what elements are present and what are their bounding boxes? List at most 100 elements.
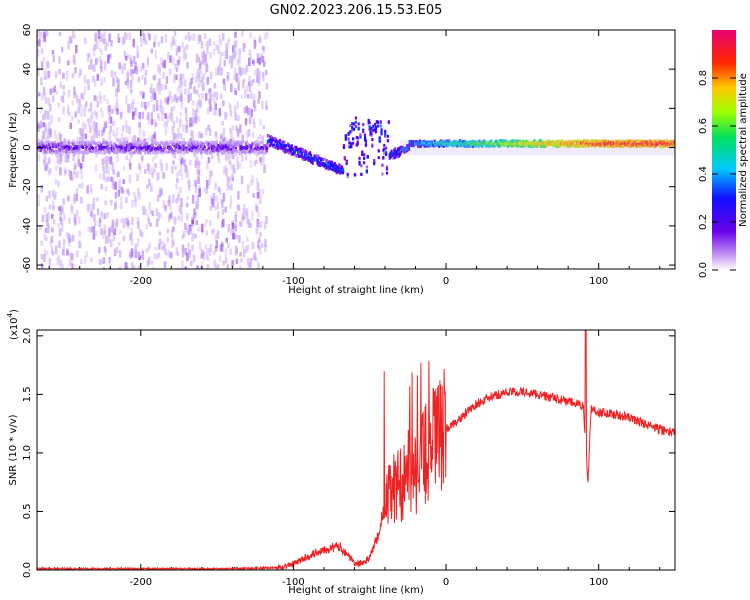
spectrogram-halo-cell	[462, 139, 465, 156]
spectrogram-noise-cell	[40, 61, 44, 70]
spectrogram-noise-cell	[210, 171, 213, 177]
spectrogram-halo-cell	[466, 139, 469, 156]
spectrogram-line-cell	[358, 162, 361, 166]
spectrogram-noise-cell	[197, 160, 200, 169]
spectrogram-line-cell	[365, 169, 368, 173]
spectrogram-noise-cell	[103, 213, 106, 220]
spectrogram-halo-cell	[544, 139, 547, 156]
spectrogram-line-cell	[269, 137, 272, 141]
spectrogram-line-cell	[323, 157, 326, 161]
spectrogram-line-cell	[182, 144, 185, 148]
spectrogram-noise-cell	[118, 250, 122, 258]
spectrogram-noise-cell	[223, 60, 226, 67]
spectrogram-line-cell	[50, 151, 53, 155]
spectrogram-noise-cell	[258, 91, 261, 99]
spectrogram-line-cell	[424, 144, 427, 148]
spectrogram-noise-cell	[102, 257, 106, 264]
spectrogram-line-cell	[316, 158, 319, 162]
spectrogram-noise-cell	[128, 125, 131, 135]
spectrogram-noise-cell	[198, 63, 202, 70]
spectrogram-noise-cell	[227, 242, 230, 249]
spectrogram-noise-cell	[150, 83, 153, 93]
spectrogram-noise-cell	[185, 120, 189, 129]
spectrogram-noise-cell	[145, 40, 148, 45]
spectrogram-line-cell	[637, 139, 640, 143]
spectrogram-noise-cell	[172, 105, 176, 111]
spectrogram-line-cell	[367, 118, 370, 122]
spectrogram-noise-cell	[256, 149, 259, 158]
spectrogram-noise-cell	[234, 216, 238, 226]
spectrogram-line-cell	[384, 132, 387, 136]
spectrogram-halo-cell	[647, 139, 650, 156]
spectrogram-line-cell	[258, 141, 261, 145]
spectrogram-halo-cell	[487, 139, 490, 156]
spectrogram-noise-cell	[120, 218, 123, 223]
spectrogram-noise-cell	[110, 176, 113, 182]
colorbar-tick-label: 0.4	[698, 166, 709, 182]
spectrogram-noise-cell	[229, 182, 233, 191]
spectrogram-noise-cell	[226, 264, 229, 269]
spectrogram-noise-cell	[256, 191, 260, 199]
spectrogram-line-cell	[73, 141, 76, 145]
spectrogram-line-cell	[188, 140, 191, 144]
spectrogram-noise-cell	[49, 128, 52, 137]
spectrogram-noise-cell	[87, 53, 91, 58]
spectrogram-noise-cell	[104, 121, 107, 129]
spectrogram-halo-cell	[473, 139, 476, 156]
spectrogram-line-cell	[354, 124, 357, 128]
spectrogram-noise-cell	[124, 80, 128, 86]
spectrogram-line-cell	[122, 141, 125, 145]
spectrogram-noise-cell	[133, 245, 137, 250]
spectrogram-line-cell	[132, 146, 135, 150]
spectrogram-noise-cell	[222, 132, 226, 141]
spectrogram-noise-cell	[69, 235, 72, 242]
spectrogram-noise-cell	[41, 135, 44, 141]
spectrogram-noise-cell	[250, 90, 253, 99]
spectrogram-halo-cell	[471, 139, 474, 156]
spectrogram-line-cell	[231, 144, 234, 148]
spectrogram-line-cell	[193, 145, 196, 149]
spectrogram-line-cell	[226, 142, 229, 146]
spectrogram-noise-cell	[223, 83, 226, 91]
spectrogram-noise-cell	[215, 263, 218, 269]
spectrogram-noise-cell	[172, 241, 175, 247]
colorbar-label: Normalized spectral amplitude	[738, 73, 749, 227]
spectrogram-noise-cell	[94, 124, 97, 132]
spectrogram-marks	[37, 30, 675, 269]
spectrogram-noise-cell	[150, 118, 154, 125]
spectrogram-noise-cell	[225, 237, 229, 243]
spectrogram-line-cell	[356, 136, 359, 140]
spectrogram-line-cell	[280, 147, 283, 151]
spectrogram-noise-cell	[147, 118, 151, 125]
spectrogram-noise-cell	[92, 128, 96, 137]
spectrogram-line-cell	[501, 143, 504, 147]
spectrogram-line-cell	[254, 141, 258, 145]
spectrogram-line-cell	[287, 144, 291, 148]
spectrogram-noise-cell	[80, 196, 83, 204]
spectrogram-halo-cell	[517, 139, 520, 156]
spectrogram-line-cell	[659, 141, 662, 145]
spectrogram-line-cell	[188, 143, 191, 147]
spectrogram-line-cell	[442, 144, 445, 148]
spectrogram-noise-cell	[242, 249, 246, 258]
spectrogram-noise-cell	[57, 223, 60, 228]
spectrogram-noise-cell	[43, 34, 47, 43]
spectrogram-noise-cell	[117, 33, 120, 39]
spectrogram-noise-cell	[157, 41, 161, 47]
spectrogram-noise-cell	[106, 155, 109, 162]
spectrogram-line-cell	[261, 141, 264, 145]
spectrogram-noise-cell	[175, 198, 178, 204]
spectrogram-noise-cell	[232, 164, 236, 174]
spectrogram-noise-cell	[93, 109, 97, 116]
spectrogram-noise-cell	[191, 130, 194, 140]
spectrogram-noise-cell	[170, 106, 173, 116]
spectrogram-noise-cell	[104, 235, 108, 245]
spectrogram-noise-cell	[171, 126, 175, 134]
spectrogram-halo-cell	[551, 139, 554, 156]
spectrogram-line-cell	[371, 143, 374, 147]
spectrogram-line-cell	[352, 127, 356, 131]
spectrogram-line-cell	[153, 150, 156, 154]
spectrogram-line-cell	[308, 151, 312, 155]
spectrogram-noise-cell	[214, 206, 217, 211]
spectrogram-line-cell	[220, 149, 223, 153]
